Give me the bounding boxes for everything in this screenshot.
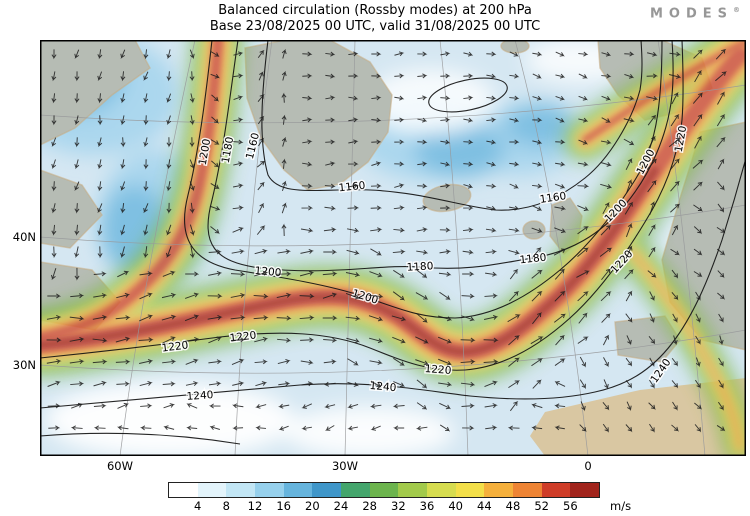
contour-closed-north [428, 77, 508, 113]
colorbar-segment [226, 483, 256, 497]
colorbar-segment [169, 483, 198, 497]
colorbar-unit: m/s [610, 499, 632, 513]
colorbar-tick: 56 [563, 499, 578, 513]
map-border [40, 40, 746, 456]
colorbar-tick: 24 [333, 499, 349, 513]
colorbar-tick: 8 [222, 499, 230, 513]
meridian-0 [514, 40, 589, 456]
colorbar-segment [369, 483, 399, 497]
contour-label: 1220 [229, 329, 257, 344]
meridian-60w [119, 40, 196, 456]
colorbar-segment [541, 483, 571, 497]
colorbar-segment [312, 483, 342, 497]
colorbar-tick: 16 [276, 499, 291, 513]
contour-low-south [40, 432, 241, 445]
contour-label: 1160 [539, 190, 567, 206]
land-canada-mid [40, 169, 103, 249]
contour-label: 1160 [338, 180, 366, 195]
land-iceland [422, 183, 472, 213]
colorbar-wrap: 4 8 12 16 20 24 28 32 36 40 44 48 52 56 m/s [168, 482, 631, 513]
contour-1220 [40, 40, 684, 371]
lon-label: 0 [584, 459, 592, 473]
lat-label: 30N [12, 358, 36, 372]
colorbar [168, 482, 600, 498]
chart-title: Balanced circulation (Rossby modes) at 2… [218, 3, 532, 18]
land-north-africa [530, 378, 746, 456]
colorbar-tick: 52 [534, 499, 549, 513]
meridian-30w [344, 40, 356, 456]
contour-label: 1240 [186, 389, 214, 403]
contour-label: 1220 [161, 339, 189, 354]
parallel-50n [40, 84, 746, 124]
lon-label: 60W [106, 459, 133, 473]
colorbar-segment [484, 483, 514, 497]
land-svalbard [500, 40, 530, 54]
colorbar-segment [197, 483, 227, 497]
colorbar-tick: 48 [505, 499, 521, 513]
registered-mark-icon: ® [733, 6, 740, 14]
modes-logo-text: MODES [649, 6, 733, 22]
parallel-30n [40, 329, 746, 374]
land-canada-north [40, 40, 151, 146]
colorbar-ticks: 4 8 12 16 20 24 28 32 36 40 44 48 52 56 [168, 498, 600, 513]
land-ireland [522, 220, 546, 240]
contour-label: 1200 [254, 265, 282, 279]
lon-label: 30W [331, 459, 358, 473]
colorbar-tick: 32 [391, 499, 406, 513]
colorbar-tick: 28 [362, 499, 377, 513]
wind-arrows-layer [46, 48, 728, 433]
colorbar-segment [341, 483, 370, 497]
chart-subtitle: Base 23/08/2025 00 UTC, valid 31/08/2025… [209, 19, 541, 34]
colorbar-tick: 40 [448, 499, 463, 513]
contour-1240 [40, 157, 746, 409]
contour-1180 [207, 40, 674, 272]
colorbar-tick: 4 [193, 499, 202, 513]
contour-label: 1240 [369, 380, 397, 394]
colorbar-segment [283, 483, 313, 497]
map-plot: 1200 1180 11601160116011801180120012001200… [40, 40, 746, 456]
contour-label: 1180 [406, 260, 433, 273]
lat-label: 40N [12, 230, 36, 244]
colorbar-segment [398, 483, 428, 497]
colorbar-segment [427, 483, 456, 497]
colorbar-tick: 20 [305, 499, 320, 513]
jet-stream-field [40, 40, 746, 456]
colorbar-segment [570, 483, 600, 497]
contour-1200 [184, 40, 663, 319]
colorbar-tick: 36 [419, 499, 435, 513]
land-iberia [614, 315, 681, 363]
colorbar-tick: 12 [247, 499, 263, 513]
modes-logo: MODES® [650, 6, 740, 21]
colorbar-segment [255, 483, 284, 497]
meridian-45w [234, 40, 273, 456]
contour-label: 1180 [519, 252, 547, 267]
title-block: Balanced circulation (Rossby modes) at 2… [0, 3, 750, 35]
colorbar-tick: 44 [477, 499, 492, 513]
colorbar-segment [513, 483, 542, 497]
contour-1160 [261, 40, 643, 211]
colorbar-segment [455, 483, 485, 497]
contour-label: 1220 [424, 363, 452, 377]
contour-layer [40, 40, 746, 445]
